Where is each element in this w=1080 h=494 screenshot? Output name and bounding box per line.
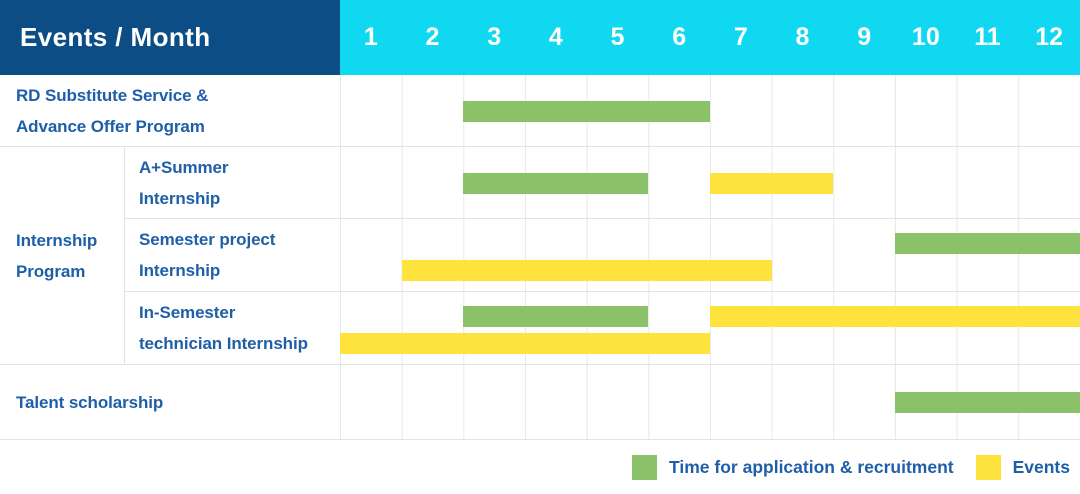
month-header-row: 1 2 3 4 5 6 7 8 9 10 11 12 [340,0,1080,75]
row-label-line: A+Summer [139,157,229,177]
table-title: Events / Month [20,22,211,52]
group-label-line: Internship [16,230,98,250]
chart-row-rd-substitute-service [340,75,1080,147]
events-month-table: Events / Month 1 2 3 4 5 6 7 8 9 10 11 1… [0,0,1080,440]
bar-rd-application [463,100,710,122]
month-header-1: 1 [363,23,378,51]
bar-talent-scholarship-application [895,392,1080,413]
month-header-10: 10 [911,23,940,51]
group-label-internship-program: Internship Program [0,147,124,365]
month-header-7: 7 [733,23,748,51]
month-header-12: 12 [1035,23,1064,51]
legend-swatch-event [975,454,1001,480]
row-label-line: Internship [139,261,221,280]
row-label-semester-project-internship: Semester project Internship [124,219,340,292]
row-label-line: In-Semester [139,303,236,322]
month-header-8: 8 [795,23,810,51]
row-label-talent-scholarship: Talent scholarship [0,365,340,440]
month-header-11: 11 [974,23,1001,51]
bar-semester-project-event [401,260,772,281]
month-header-4: 4 [548,23,563,51]
row-label-line: Semester project [139,230,276,249]
legend-label-event: Events [1012,456,1070,477]
group-label-line: Program [16,261,86,281]
row-label-line: technician Internship [139,334,308,353]
table-header-cell: Events / Month [0,0,340,75]
month-header-6: 6 [672,23,687,51]
bar-in-semester-event-early [340,333,710,354]
row-label-rd-substitute-service: RD Substitute Service & Advance Offer Pr… [0,75,340,147]
row-label-line: Internship [139,188,221,208]
row-label-line: Advance Offer Program [16,116,205,136]
chart-row-in-semester-technician-internship [340,292,1080,365]
chart-row-talent-scholarship [340,365,1080,440]
bar-in-semester-application [463,306,649,327]
month-header-9: 9 [857,23,872,51]
month-header-2: 2 [425,23,440,51]
bar-a-plus-summer-event [710,172,834,194]
month-header-5: 5 [610,23,625,51]
legend-label-application: Time for application & recruitment [669,456,954,477]
bar-in-semester-event-late [710,306,1080,327]
bar-a-plus-summer-application [463,172,649,194]
chart-row-a-plus-summer-internship [340,147,1080,219]
legend-swatch-application [632,454,658,480]
legend: Time for application & recruitment Event… [0,440,1080,494]
row-label-line: RD Substitute Service & [16,85,209,105]
bar-semester-project-application [895,233,1080,254]
month-header-3: 3 [487,23,502,51]
row-label-a-plus-summer-internship: A+Summer Internship [124,147,340,219]
row-label-in-semester-technician-internship: In-Semester technician Internship [124,292,340,365]
chart-row-semester-project-internship [340,219,1080,292]
row-label-line: Talent scholarship [16,392,164,412]
